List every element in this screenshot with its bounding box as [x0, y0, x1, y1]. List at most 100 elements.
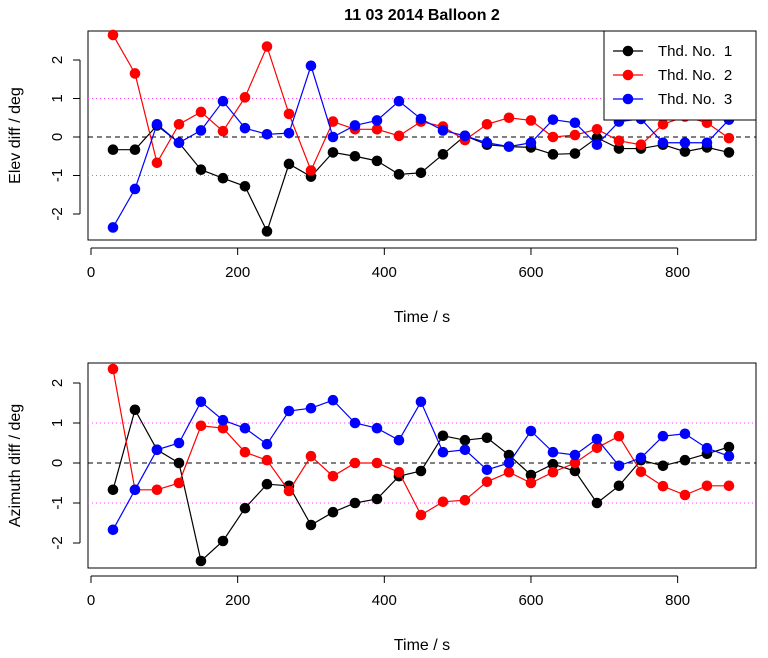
series-2-point [657, 118, 669, 130]
series-3-point [217, 95, 229, 107]
series-3-point [503, 141, 515, 152]
series-1-point [657, 460, 669, 472]
series-2-point [195, 420, 207, 432]
y-tick-label: 0 [49, 459, 66, 467]
series-3-point [481, 137, 493, 149]
series-3-point [151, 444, 163, 456]
series-1-point [261, 226, 273, 237]
series-2-point [569, 129, 581, 141]
series-2-point [613, 135, 625, 147]
series-2-point [129, 68, 141, 79]
series-2-point [547, 466, 559, 478]
series-2-point [239, 446, 251, 458]
series-3-point [635, 452, 647, 464]
series-1-point [371, 493, 383, 505]
y-tick-label: -2 [49, 207, 66, 220]
azimuth-panel: 0 200 400 600 800 -2 -1 0 1 2 Time / s Azimuth diff… [7, 362, 757, 654]
series-1-point [239, 180, 251, 192]
series-3-point [459, 130, 471, 142]
series-3-point [173, 137, 185, 149]
series-3-point [613, 460, 625, 472]
y-tick-label: 2 [49, 379, 66, 387]
series-2-point [459, 494, 471, 506]
series-1-point [327, 506, 339, 518]
series-2-point [151, 484, 163, 496]
legend-marker [622, 45, 634, 57]
series-2-point [261, 454, 273, 466]
series-2-point [349, 457, 361, 469]
series-2-point [525, 477, 537, 489]
series-2-point [481, 118, 493, 130]
series-1-point [305, 519, 317, 531]
series-2-point [173, 477, 185, 489]
series-2-point [415, 509, 427, 521]
series-2-point [723, 132, 735, 144]
series-1-point [437, 430, 449, 442]
series-2-point [679, 489, 691, 501]
x-tick-label: 800 [665, 592, 690, 609]
series-2-point [503, 112, 515, 124]
series-2-point [591, 442, 603, 454]
series-3-point [547, 114, 559, 125]
series-3-point [591, 139, 603, 150]
series-3-point [239, 122, 251, 134]
y-tick-label: -1 [49, 169, 66, 182]
legend-marker [622, 69, 634, 81]
series-3-point [723, 450, 735, 462]
x-axis-label: Time / s [394, 637, 450, 654]
y-tick-label: 0 [49, 133, 66, 141]
legend-marker [622, 93, 634, 105]
series-2-point [107, 363, 119, 375]
series-1-point [679, 454, 691, 466]
chart-title: 11 03 2014 Balloon 2 [344, 7, 500, 24]
series-3-point [129, 484, 141, 496]
series-2-point [393, 466, 405, 478]
y-tick-label: 1 [49, 94, 66, 102]
series-1-line [112, 408, 730, 563]
series-2-point [261, 41, 273, 52]
series-1-point [723, 147, 735, 158]
series-3-point [305, 60, 317, 72]
series-3-point [679, 137, 691, 149]
series-2-point [635, 466, 647, 478]
series-1-point [261, 478, 273, 490]
series-1-point [129, 144, 141, 156]
plot-frame [87, 30, 757, 241]
series-1-point [547, 149, 559, 160]
x-tick-label: 600 [518, 592, 543, 609]
series-3-point [437, 446, 449, 458]
series-3-point [107, 524, 119, 536]
y-tick-label: -1 [49, 496, 66, 509]
series-2-point [547, 131, 559, 143]
series-3-point [129, 183, 141, 195]
series-3-point [371, 115, 383, 126]
series-2-point [107, 29, 119, 41]
x-tick-label: 0 [87, 592, 95, 609]
series-3-point [349, 120, 361, 131]
series-1-point [349, 150, 361, 162]
series-3-point [415, 113, 427, 125]
series-2-point [173, 118, 185, 130]
series-1-point [107, 144, 119, 156]
series-1-point [547, 458, 559, 470]
series-3-point [569, 117, 581, 129]
series-3-point [657, 137, 669, 149]
series-2-point [151, 157, 163, 169]
x-tick-label: 800 [665, 264, 690, 281]
series-1-point [613, 480, 625, 492]
y-tick-label: 1 [49, 419, 66, 427]
series-1-line [112, 124, 730, 233]
series-3-point [327, 131, 339, 143]
series-2-point [701, 480, 713, 492]
series-2-point [283, 108, 295, 120]
series-2-point [305, 450, 317, 462]
series-1-point [415, 465, 427, 477]
x-axis-label: Time / s [394, 309, 450, 326]
series-3-point [525, 137, 537, 149]
series-3-point [195, 125, 207, 136]
series-3-point [701, 442, 713, 454]
series-3-point [547, 446, 559, 458]
series-2-point [503, 466, 515, 478]
series-3-point [305, 402, 317, 414]
